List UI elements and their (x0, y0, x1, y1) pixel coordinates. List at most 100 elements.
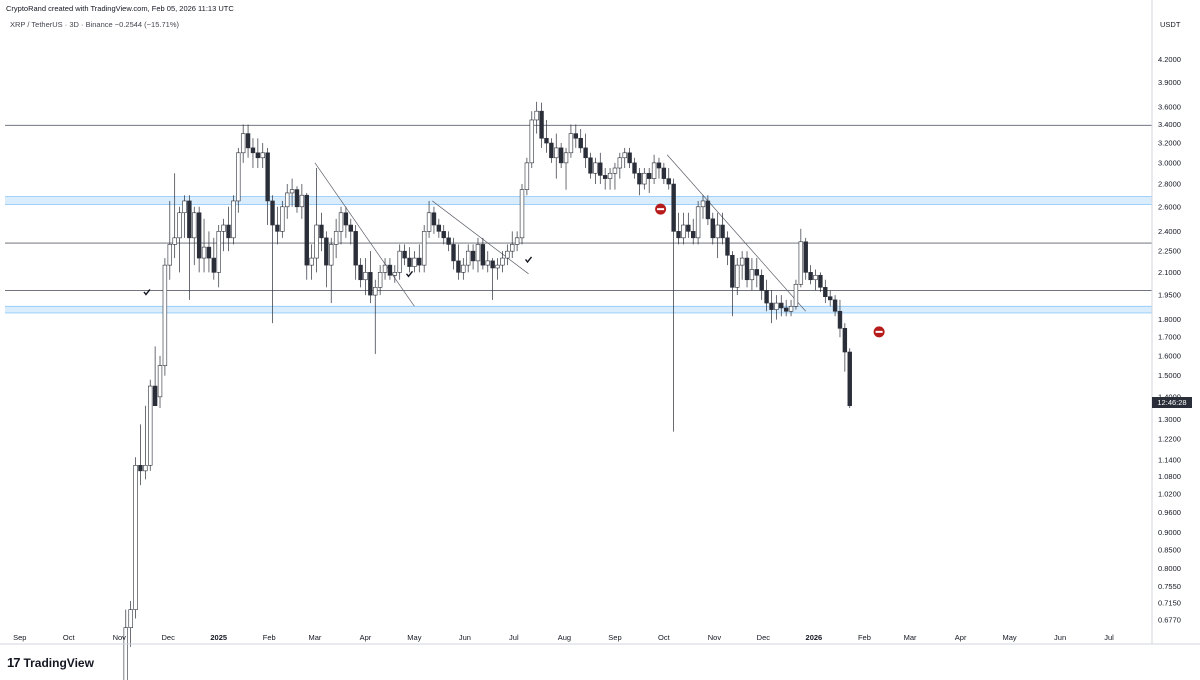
candle[interactable] (730, 251, 735, 317)
candle[interactable] (216, 225, 221, 288)
candle[interactable] (182, 195, 187, 238)
candle[interactable] (363, 258, 368, 296)
candle[interactable] (148, 379, 153, 471)
candle[interactable] (739, 251, 745, 280)
candle[interactable] (823, 279, 828, 304)
candle[interactable] (421, 225, 427, 273)
candle[interactable] (842, 323, 848, 372)
candle[interactable] (837, 299, 843, 338)
candle[interactable] (392, 265, 398, 283)
candle[interactable] (270, 195, 275, 324)
candle[interactable] (211, 237, 217, 280)
candle[interactable] (338, 206, 344, 245)
candle[interactable] (358, 258, 363, 288)
candle[interactable] (686, 212, 691, 238)
candle[interactable] (123, 609, 128, 680)
candle[interactable] (397, 244, 402, 280)
candle[interactable] (289, 178, 295, 207)
candle[interactable] (803, 237, 808, 280)
tradingview-logo[interactable]: 17 TradingView (7, 655, 94, 670)
candle[interactable] (568, 124, 574, 158)
candle[interactable] (431, 206, 437, 234)
candle[interactable] (725, 231, 730, 266)
candle[interactable] (578, 128, 583, 153)
candle[interactable] (691, 218, 696, 245)
candle[interactable] (368, 251, 373, 304)
candle[interactable] (206, 231, 212, 273)
candle[interactable] (143, 405, 148, 480)
trendline-1[interactable] (432, 200, 529, 275)
candle[interactable] (563, 147, 569, 190)
candle[interactable] (646, 168, 652, 193)
candle[interactable] (544, 119, 549, 153)
candle[interactable] (221, 218, 226, 252)
check-icon[interactable] (405, 270, 414, 278)
candle[interactable] (128, 600, 133, 647)
trendline-2[interactable] (666, 154, 806, 312)
candle[interactable] (656, 157, 662, 179)
candle[interactable] (627, 147, 632, 169)
candle[interactable] (510, 231, 515, 259)
candle[interactable] (754, 258, 760, 288)
candle[interactable] (793, 279, 799, 310)
candle[interactable] (495, 258, 500, 280)
candle[interactable] (436, 218, 442, 238)
candle[interactable] (226, 206, 231, 252)
candle[interactable] (558, 143, 564, 169)
candle[interactable] (514, 231, 520, 252)
candle[interactable] (749, 258, 755, 291)
candle[interactable] (373, 279, 378, 354)
candle[interactable] (475, 237, 481, 273)
candle[interactable] (607, 168, 613, 190)
candle[interactable] (602, 168, 608, 190)
candle[interactable] (451, 237, 456, 270)
sell-signal-icon[interactable] (655, 203, 667, 215)
candle[interactable] (480, 237, 486, 270)
candle[interactable] (676, 212, 681, 245)
candle[interactable] (245, 124, 251, 158)
candle[interactable] (715, 212, 720, 259)
candle[interactable] (808, 265, 813, 285)
candle[interactable] (240, 124, 246, 163)
candle[interactable] (172, 173, 177, 259)
candle[interactable] (764, 279, 769, 312)
candle[interactable] (671, 178, 676, 432)
candle[interactable] (138, 424, 143, 486)
candle[interactable] (798, 228, 804, 288)
candle[interactable] (162, 258, 168, 376)
candle[interactable] (324, 231, 329, 288)
candle[interactable] (441, 225, 446, 245)
candle[interactable] (260, 143, 265, 169)
candle[interactable] (666, 168, 671, 190)
candle[interactable] (231, 195, 236, 245)
candle[interactable] (813, 269, 818, 291)
candle[interactable] (490, 258, 495, 300)
candle[interactable] (426, 200, 432, 238)
candle[interactable] (167, 200, 172, 280)
trendline-0[interactable] (314, 162, 415, 307)
candle[interactable] (177, 206, 182, 273)
candle[interactable] (280, 200, 285, 238)
candle[interactable] (382, 258, 388, 280)
candle[interactable] (500, 251, 505, 273)
candle[interactable] (549, 138, 554, 163)
candle[interactable] (505, 244, 510, 266)
candle[interactable] (275, 206, 280, 245)
candle[interactable] (333, 218, 339, 259)
candle[interactable] (637, 168, 642, 196)
candle[interactable] (377, 265, 383, 296)
candle[interactable] (485, 251, 490, 273)
candle[interactable] (573, 124, 579, 148)
candle[interactable] (250, 138, 256, 169)
candle[interactable] (456, 244, 461, 280)
candle[interactable] (769, 290, 774, 324)
candle[interactable] (192, 206, 197, 266)
candle[interactable] (534, 101, 539, 134)
candle[interactable] (710, 212, 715, 245)
candle[interactable] (598, 152, 603, 185)
candle[interactable] (314, 168, 319, 273)
candle[interactable] (700, 195, 706, 219)
check-icon[interactable] (143, 289, 151, 296)
candle[interactable] (735, 258, 740, 296)
